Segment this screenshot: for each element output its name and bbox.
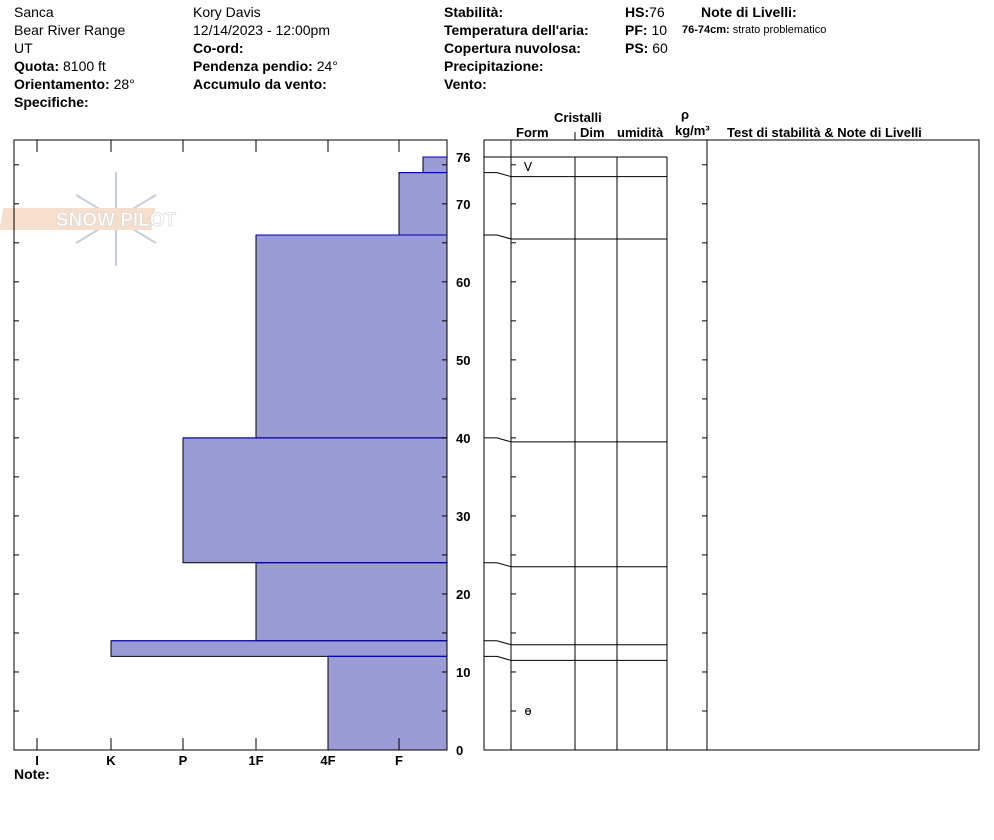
grain-form-symbol: V bbox=[524, 160, 533, 174]
form-header: Form bbox=[516, 125, 549, 140]
pf: PF: 10 bbox=[625, 22, 668, 38]
tests-header: Test di stabilità & Note di Livelli bbox=[727, 125, 922, 140]
precipitation: Precipitazione: bbox=[444, 58, 544, 74]
layer-boundary bbox=[484, 640, 667, 646]
state: UT bbox=[14, 40, 33, 56]
observer: Kory Davis bbox=[193, 4, 261, 20]
layer-boundary bbox=[484, 655, 667, 661]
elevation: Quota: 8100 ft bbox=[14, 58, 106, 74]
logo-text: SNOW PILOT bbox=[56, 210, 177, 231]
y-tick-label: 40 bbox=[456, 431, 470, 446]
layer-note: 76-74cm: strato problematico bbox=[682, 24, 827, 36]
hs: HS:76 bbox=[625, 4, 665, 20]
y-tick-label: 0 bbox=[456, 743, 463, 758]
moisture-header: umidità bbox=[617, 125, 664, 140]
y-tick-label: 76 bbox=[456, 150, 470, 165]
notes-label: Note: bbox=[14, 766, 50, 782]
layer-bar bbox=[255, 562, 448, 642]
layer-boundary bbox=[484, 172, 667, 178]
x-tick-label: 1F bbox=[248, 753, 263, 768]
y-tick-label: 10 bbox=[456, 665, 470, 680]
chart-frame bbox=[13, 139, 448, 751]
specifics: Specifiche: bbox=[14, 94, 89, 110]
layer-bar bbox=[327, 655, 448, 751]
layer-bar bbox=[182, 437, 448, 564]
location: Sanca bbox=[14, 4, 54, 20]
air-temp: Temperatura dell'aria: bbox=[444, 22, 589, 38]
x-tick-label: I bbox=[35, 753, 39, 768]
slope: Pendenza pendio: 24° bbox=[193, 58, 338, 74]
stability: Stabilità: bbox=[444, 4, 504, 20]
x-tick-label: K bbox=[106, 753, 116, 768]
y-tick-label: 60 bbox=[456, 275, 470, 290]
x-tick-label: F bbox=[395, 753, 403, 768]
wind-loading: Accumulo da vento: bbox=[193, 76, 327, 92]
density-header: kg/m³ bbox=[675, 123, 710, 138]
layer-boundary bbox=[484, 234, 667, 240]
x-tick-label: 4F bbox=[320, 753, 335, 768]
y-tick-label: 50 bbox=[456, 353, 470, 368]
layer-boundary bbox=[484, 562, 667, 568]
layer-bar bbox=[255, 234, 448, 439]
rho-header: ρ bbox=[681, 107, 690, 122]
size-header: Dim bbox=[580, 125, 605, 140]
cloud-cover: Copertura nuvolosa: bbox=[444, 40, 581, 56]
x-tick-label: P bbox=[179, 753, 188, 768]
crystals-header: Cristalli bbox=[554, 110, 602, 125]
layer-grid-frame bbox=[483, 139, 980, 751]
grain-form-symbol: ө bbox=[524, 704, 531, 718]
range: Bear River Range bbox=[14, 22, 126, 38]
datetime: 12/14/2023 - 12:00pm bbox=[193, 22, 330, 38]
layer-boundary bbox=[484, 437, 667, 443]
y-tick-label: 20 bbox=[456, 587, 470, 602]
snowpilot-logo: SNOW PILOT bbox=[0, 172, 177, 266]
layer-notes-title: Note di Livelli: bbox=[701, 4, 797, 20]
y-tick-label: 70 bbox=[456, 197, 470, 212]
layer-bar bbox=[110, 640, 448, 657]
y-tick-label: 30 bbox=[456, 509, 470, 524]
wind: Vento: bbox=[444, 76, 487, 92]
layer-bar bbox=[398, 172, 448, 236]
ps: PS: 60 bbox=[625, 40, 668, 56]
coord: Co-ord: bbox=[193, 40, 244, 56]
aspect: Orientamento: 28° bbox=[14, 76, 135, 92]
